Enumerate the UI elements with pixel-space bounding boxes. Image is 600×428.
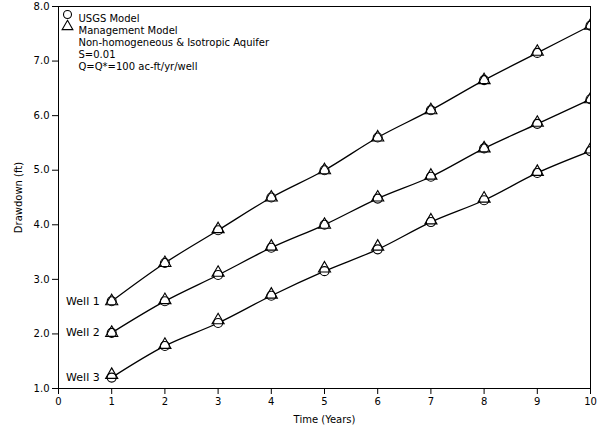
svg-text:5: 5 <box>321 396 327 407</box>
svg-text:8: 8 <box>481 396 487 407</box>
svg-text:Time (Years): Time (Years) <box>293 414 356 425</box>
svg-text:Non-homogeneous & Isotropic Aq: Non-homogeneous & Isotropic Aquifer <box>79 37 270 48</box>
svg-text:USGS Model: USGS Model <box>79 13 140 24</box>
svg-text:3.0: 3.0 <box>34 274 50 285</box>
svg-text:Well 1: Well 1 <box>66 295 100 308</box>
svg-text:7.0: 7.0 <box>34 55 50 66</box>
svg-text:4: 4 <box>268 396 274 407</box>
svg-text:6: 6 <box>375 396 381 407</box>
svg-text:0: 0 <box>55 396 61 407</box>
svg-text:6.0: 6.0 <box>34 110 50 121</box>
svg-text:S=0.01: S=0.01 <box>79 49 116 60</box>
svg-text:Well 2: Well 2 <box>66 326 100 339</box>
svg-text:10: 10 <box>584 396 597 407</box>
svg-text:5.0: 5.0 <box>34 164 50 175</box>
svg-text:2: 2 <box>162 396 168 407</box>
svg-text:Management Model: Management Model <box>79 25 178 36</box>
svg-text:Drawdown (ft): Drawdown (ft) <box>13 162 24 233</box>
svg-text:Q=Q*=100 ac-ft/yr/well: Q=Q*=100 ac-ft/yr/well <box>79 61 198 72</box>
svg-text:Well 3: Well 3 <box>66 371 100 384</box>
svg-text:1.0: 1.0 <box>34 383 50 394</box>
svg-text:2.0: 2.0 <box>34 328 50 339</box>
svg-text:7: 7 <box>428 396 434 407</box>
svg-text:9: 9 <box>534 396 540 407</box>
svg-text:1: 1 <box>109 396 115 407</box>
svg-text:8.0: 8.0 <box>34 1 50 12</box>
svg-text:3: 3 <box>215 396 221 407</box>
svg-text:4.0: 4.0 <box>34 219 50 230</box>
